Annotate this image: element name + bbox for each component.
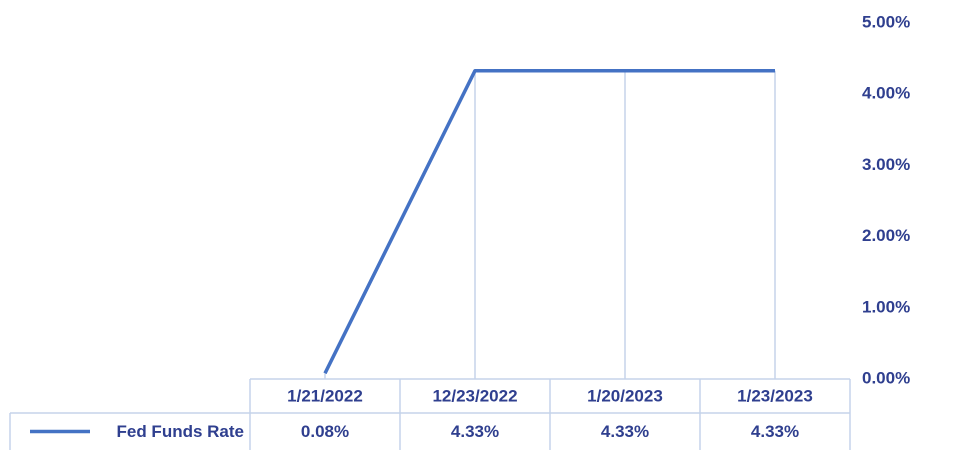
category-label: 1/21/2022 xyxy=(287,386,363,405)
y-tick-label: 4.00% xyxy=(862,84,910,103)
table-value: 0.08% xyxy=(301,422,349,441)
legend-label: Fed Funds Rate xyxy=(116,422,244,441)
y-tick-label: 1.00% xyxy=(862,297,910,316)
y-tick-label: 0.00% xyxy=(862,368,910,387)
table-value: 4.33% xyxy=(751,422,799,441)
series-line xyxy=(323,68,775,375)
category-label: 1/23/2023 xyxy=(737,386,813,405)
table-value: 4.33% xyxy=(451,422,499,441)
category-label: 1/20/2023 xyxy=(587,386,663,405)
y-tick-label: 5.00% xyxy=(862,12,910,31)
y-tick-label: 3.00% xyxy=(862,155,910,174)
table-value: 4.33% xyxy=(601,422,649,441)
y-tick-label: 2.00% xyxy=(862,226,910,245)
category-label: 12/23/2022 xyxy=(432,386,517,405)
